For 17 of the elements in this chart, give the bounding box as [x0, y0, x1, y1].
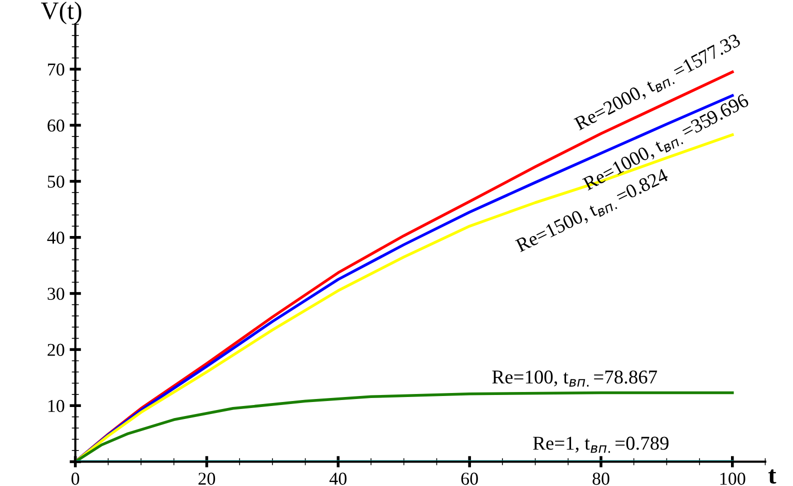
y-tick-label: 20	[48, 344, 64, 356]
y-tick-label: 30	[48, 288, 64, 300]
y-tick-label: 50	[48, 176, 64, 188]
annotation: Re=100, t$_{вп.}$=78.867	[492, 370, 658, 387]
x-tick-label: 0	[72, 472, 80, 485]
x-tick-label: 80	[592, 472, 610, 485]
x-tick-label: 100	[720, 472, 746, 485]
y-tick-label: 10	[48, 400, 64, 412]
y-axis-title: V(t)	[40, 2, 82, 24]
x-tick-label: 60	[461, 472, 478, 485]
y-tick-label: 40	[47, 232, 64, 244]
annotation: Re=1, t$_{вп.}$=0.789	[533, 436, 668, 453]
x-tick-label: 20	[198, 472, 216, 485]
x-axis-title: t	[768, 469, 776, 484]
y-tick-label: 60	[48, 119, 64, 132]
y-tick-label: 70	[48, 63, 64, 76]
x-tick-label: 40	[329, 472, 346, 485]
